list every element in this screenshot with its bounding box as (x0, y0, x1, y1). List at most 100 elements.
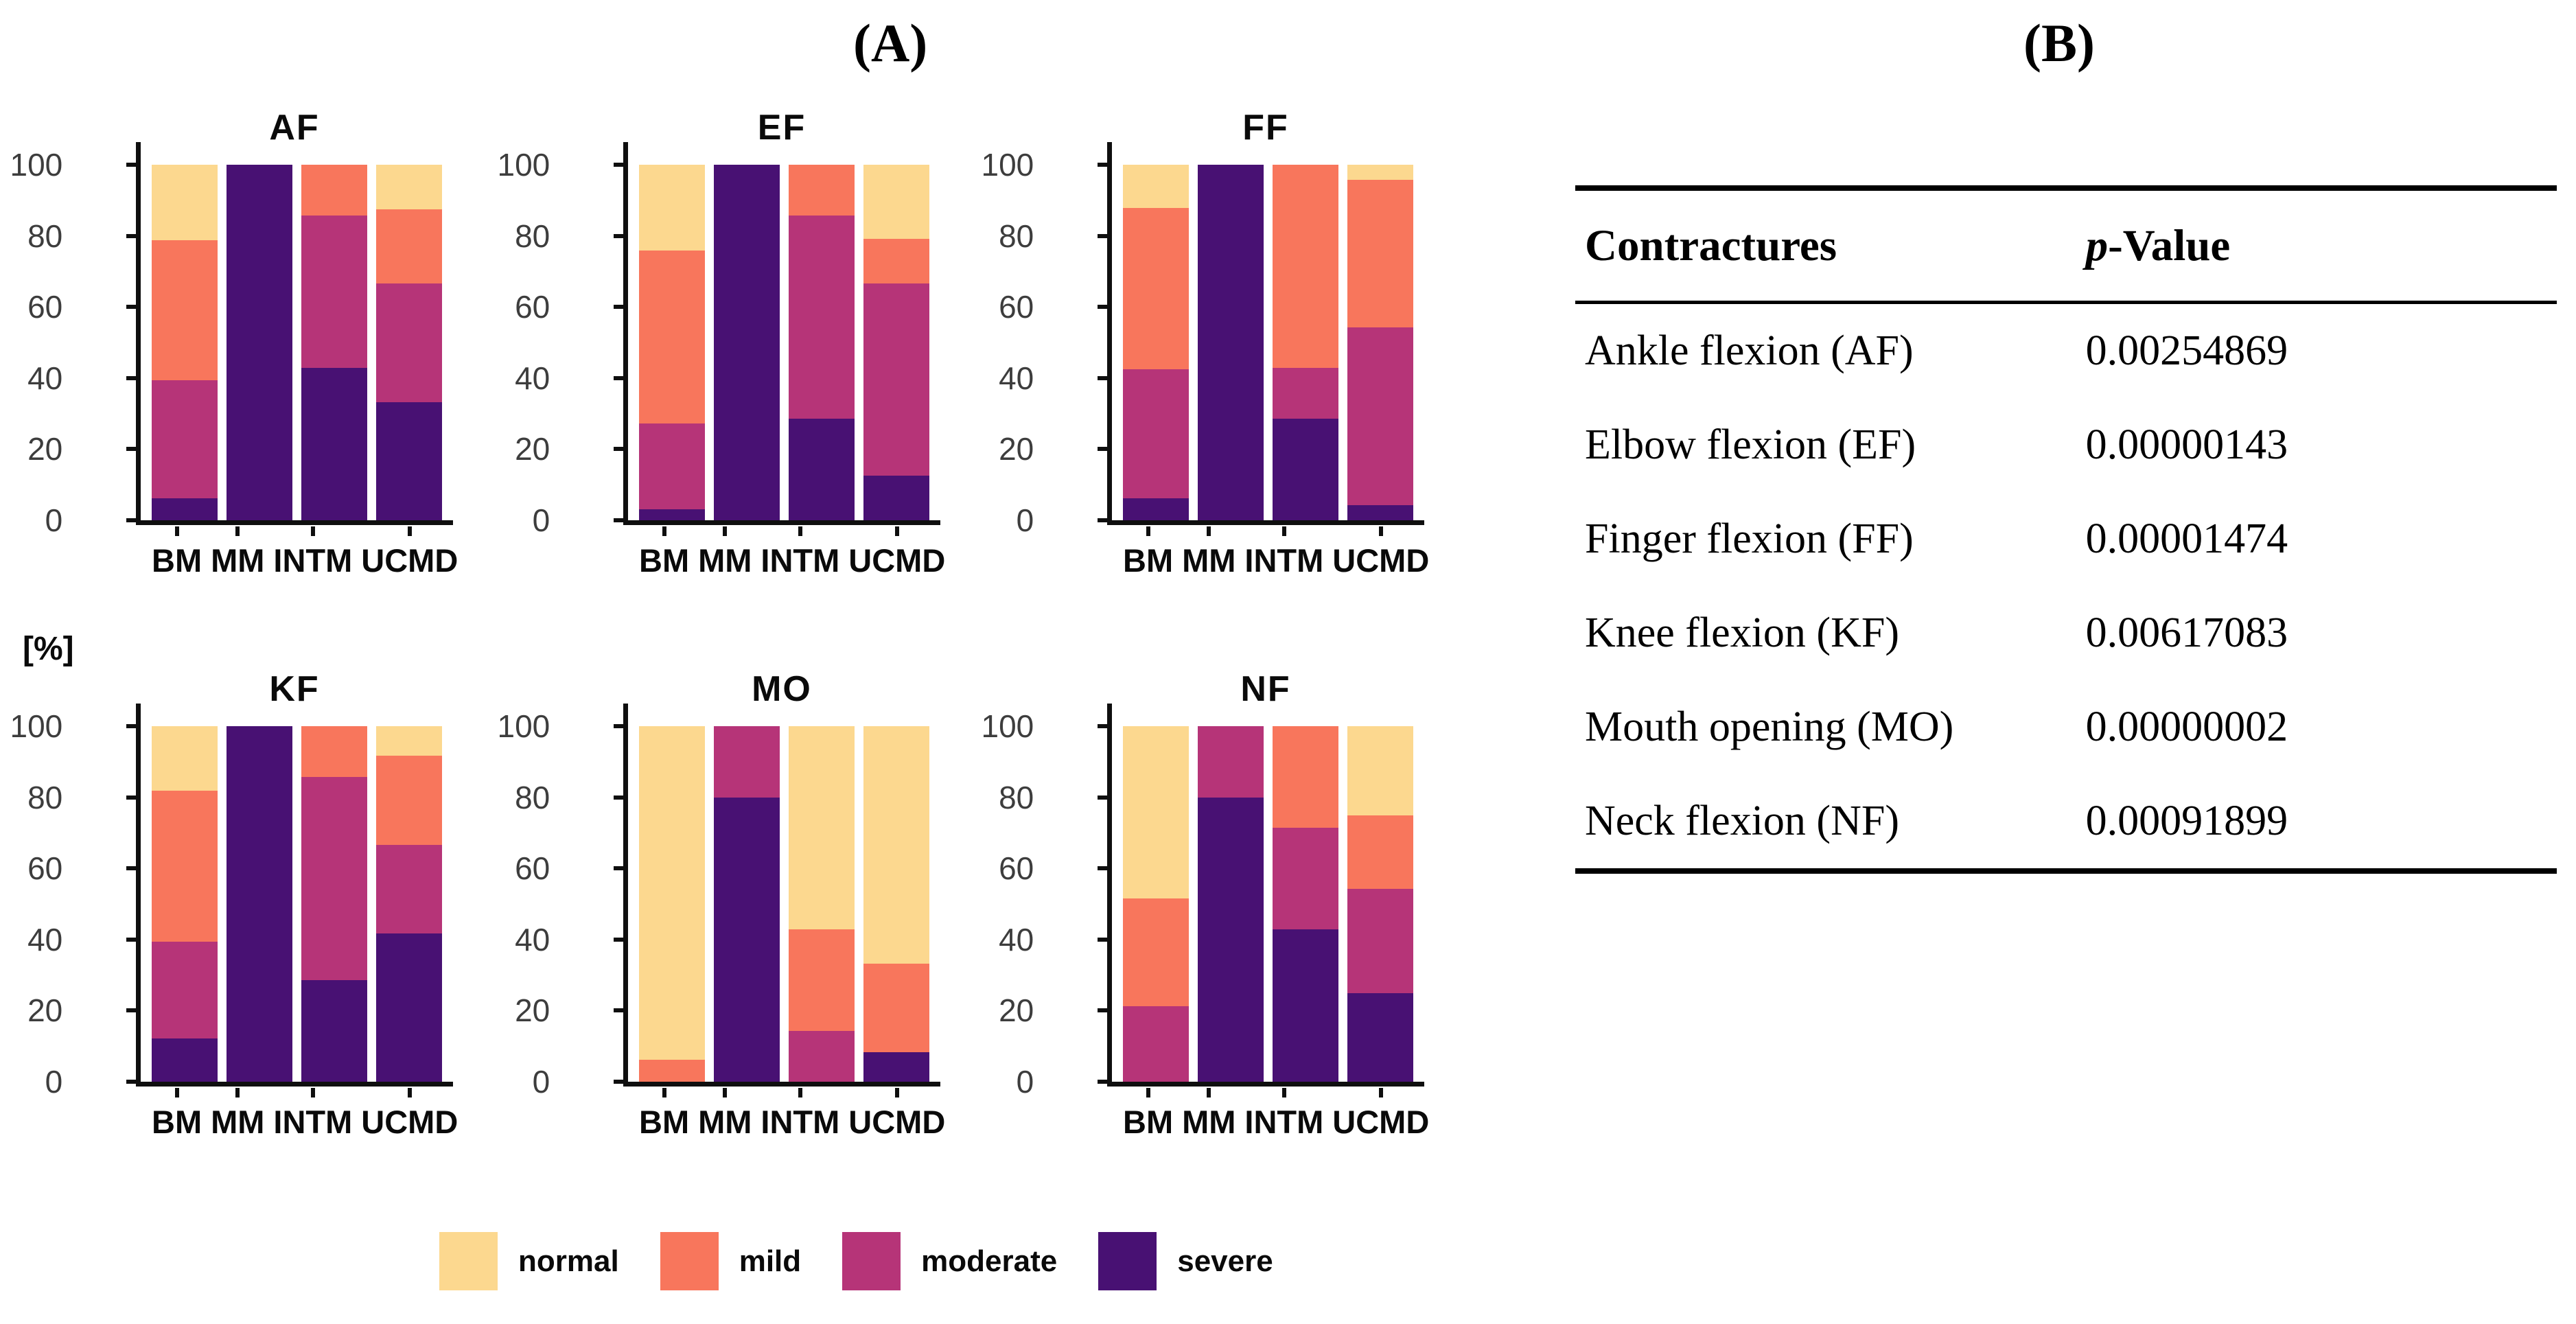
bars-group (628, 165, 940, 520)
bars-group (141, 165, 453, 520)
x-tick-label: MM (698, 542, 752, 579)
legend-item-moderate: moderate (842, 1232, 1057, 1290)
bar-segment-normal (1123, 726, 1189, 899)
chart-title: MO (752, 669, 812, 709)
y-tick-label: 80 (27, 218, 63, 254)
bars-group (628, 726, 940, 1082)
stacked-bar-mm (1198, 165, 1264, 520)
table-cell-value: 0.00254869 (2085, 327, 2288, 374)
y-tick-mark (126, 375, 136, 380)
bar-segment-mild (639, 251, 705, 423)
chart-plot-area: 0 20 40 60 80 100 (982, 142, 1424, 536)
x-category: UCMD (361, 526, 458, 579)
legend-item-severe: severe (1098, 1232, 1273, 1290)
stacked-bar-intm (789, 165, 855, 520)
y-tick-label: 20 (999, 431, 1034, 467)
y-tick-mark (1098, 163, 1107, 167)
y-tick-mark (126, 795, 136, 800)
chart-kf: KF 0 20 40 60 80 100 BM MM INTM UCMD (10, 664, 459, 1148)
x-category: INTM (1244, 526, 1323, 579)
bar-segment-mild (376, 756, 442, 845)
bar-segment-moderate (301, 777, 367, 980)
bar-segment-mild (863, 238, 929, 283)
chart-title: KF (269, 669, 320, 709)
x-tick-label: BM (1123, 542, 1174, 579)
chart-nf: NF 0 20 40 60 80 100 BM MM INTM UCMD (982, 664, 1430, 1148)
bar-segment-moderate (376, 844, 442, 933)
bar-segment-moderate (789, 1030, 855, 1082)
chart-x-axis: BM MM INTM UCMD (141, 526, 458, 579)
legend-label: mild (739, 1244, 802, 1278)
table-cell-label: Ankle flexion (AF) (1585, 327, 1914, 374)
y-tick-mark (126, 724, 136, 728)
x-tick-mark (407, 526, 412, 536)
legend-item-normal: normal (439, 1232, 619, 1290)
x-category: BM (1123, 526, 1173, 579)
bar-segment-normal (1123, 165, 1189, 208)
x-tick-label: BM (152, 1104, 202, 1140)
x-category: INTM (1244, 1088, 1323, 1141)
bar-segment-mild (863, 963, 929, 1053)
x-tick-mark (310, 526, 315, 536)
stacked-bar-bm (639, 726, 705, 1082)
chart-ef: EF 0 20 40 60 80 100 BM MM INTM UCMD (498, 103, 946, 587)
panel-b-label: (B) (2023, 13, 2095, 73)
x-tick-label: BM (639, 1104, 690, 1140)
y-tick-label: 60 (27, 289, 63, 325)
x-tick-mark (1378, 526, 1383, 536)
chart-plot-area: 0 20 40 60 80 100 (982, 704, 1424, 1097)
chart-title: EF (757, 108, 807, 148)
bars-group (141, 726, 453, 1082)
table-row: Neck flexion (NF) 0.00091899 (1575, 774, 2557, 868)
x-tick-label: BM (152, 542, 202, 579)
bar-segment-moderate (152, 941, 218, 1039)
x-category: MM (211, 526, 264, 579)
chart-ff: FF 0 20 40 60 80 100 BM MM INTM UCMD (982, 103, 1430, 587)
legend-swatch-normal (439, 1232, 498, 1290)
stacked-bar-mm (227, 165, 292, 520)
x-tick-label: BM (639, 542, 690, 579)
bar-segment-mild (376, 209, 442, 283)
stacked-bar-bm (639, 165, 705, 520)
bar-segment-severe (1347, 505, 1413, 520)
x-category: MM (1182, 526, 1235, 579)
y-tick-label: 40 (27, 921, 63, 957)
x-tick-label: MM (211, 1104, 265, 1140)
y-tick-mark (1098, 795, 1107, 800)
p-value-table: Contractures p-Value Ankle flexion (AF) … (1575, 185, 2557, 874)
y-tick-label: 20 (27, 992, 63, 1029)
bar-segment-mild (1273, 165, 1338, 368)
bar-segment-severe (714, 797, 780, 1082)
x-category: INTM (761, 1088, 839, 1141)
y-tick-mark (614, 233, 623, 238)
chart-x-axis: BM MM INTM UCMD (1112, 526, 1429, 579)
y-tick-label: 100 (497, 708, 550, 744)
x-tick-mark (723, 1088, 728, 1097)
bar-segment-severe (376, 402, 442, 520)
bar-segment-mild (1273, 726, 1338, 828)
table-cell-value: 0.00000002 (2085, 704, 2288, 750)
y-tick-label: 80 (515, 779, 550, 815)
y-tick-mark (1098, 447, 1107, 452)
table-cell-value: 0.00000143 (2085, 421, 2288, 468)
table-row: Finger flexion (FF) 0.00001474 (1575, 492, 2557, 586)
stacked-bar-ucmd (1347, 726, 1413, 1082)
y-tick-mark (614, 305, 623, 310)
bar-segment-severe (1273, 929, 1338, 1082)
x-tick-mark (662, 526, 666, 536)
y-tick-label: 20 (999, 992, 1034, 1029)
x-category: BM (152, 1088, 202, 1141)
x-tick-mark (723, 526, 728, 536)
bar-segment-severe (1273, 418, 1338, 520)
bar-segment-normal (863, 726, 929, 964)
bar-segment-severe (1347, 992, 1413, 1082)
chart-x-axis: BM MM INTM UCMD (1112, 1088, 1429, 1141)
x-tick-mark (1281, 526, 1286, 536)
bar-segment-mild (789, 929, 855, 1031)
x-tick-mark (1207, 526, 1211, 536)
x-tick-label: INTM (273, 542, 353, 579)
y-tick-label: 80 (999, 218, 1034, 254)
table-row: Ankle flexion (AF) 0.00254869 (1575, 304, 2557, 398)
bar-segment-mild (152, 791, 218, 942)
bar-segment-moderate (863, 283, 929, 476)
